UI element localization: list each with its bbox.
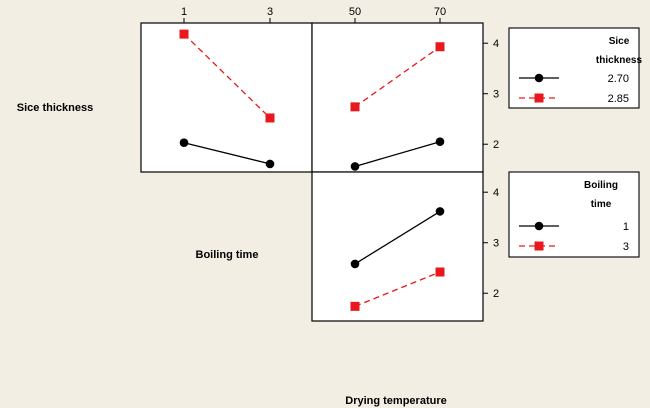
legend-marker-circle [534, 73, 544, 83]
row-label-boiling-time: Boiling time [196, 249, 259, 261]
data-point-2.70-1 [179, 138, 189, 148]
right-y-ticks-layer: 4 3 2 4 3 2 [483, 38, 499, 300]
panel-frame [311, 171, 484, 322]
data-point-2.85-70 [435, 42, 445, 52]
legend-title: Sice [609, 36, 630, 47]
right-tick-label: 2 [493, 288, 499, 300]
data-point-2.85-3 [265, 113, 275, 123]
series-line-2.85 [354, 46, 441, 108]
row-label-sice-thickness: Sice thickness [17, 102, 93, 114]
panel-3 [311, 171, 484, 322]
top-tick-label: 70 [434, 6, 446, 18]
panel-frame [311, 22, 484, 173]
legend-entry-label: 1 [623, 221, 629, 233]
legend-frame [508, 27, 640, 109]
data-point-2.85-50 [350, 102, 360, 112]
legend-frame [508, 171, 640, 258]
legend-entry-label: 2.85 [608, 93, 629, 105]
panel-2 [311, 22, 484, 173]
panels-layer [140, 22, 484, 322]
top-tick-label: 50 [349, 6, 361, 18]
legend-title: thickness [596, 55, 643, 66]
right-tick-label: 4 [493, 187, 499, 199]
data-point-2.70-3 [265, 159, 275, 169]
right-tick-label: 3 [493, 89, 499, 101]
legend-entry-label: 2.70 [608, 73, 629, 85]
top-tick-label: 1 [181, 6, 187, 18]
panel-1 [140, 22, 313, 173]
legend-1: Sice thickness 2.70 2.85 [508, 27, 643, 109]
data-point-2.70-70 [435, 137, 445, 146]
series-line-1 [354, 210, 441, 265]
data-point-2.85-1 [179, 29, 189, 39]
series-line-2.85 [183, 33, 271, 119]
legends-layer: Sice thickness 2.70 2.85 Boiling time 1 3 [508, 27, 643, 258]
legend-title: time [591, 199, 612, 210]
legend-marker-square [534, 241, 544, 251]
x-axis-label-drying-temperature: Drying temperature [345, 395, 446, 407]
top-tick-label: 3 [267, 6, 273, 18]
data-point-1-70 [435, 207, 445, 216]
data-point-3-70 [435, 267, 445, 277]
series-line-3 [354, 271, 441, 307]
data-point-1-50 [350, 259, 360, 269]
top-x-ticks-layer: 1 3 50 70 [181, 6, 446, 23]
legend-2: Boiling time 1 3 [508, 171, 640, 258]
legend-title: Boiling [584, 180, 618, 191]
right-tick-label: 4 [493, 38, 499, 50]
data-point-3-50 [350, 301, 360, 311]
series-line-2.70 [183, 142, 271, 165]
panel-frame [140, 22, 313, 173]
legend-entry-label: 3 [623, 241, 629, 253]
legend-marker-circle [534, 221, 544, 231]
right-tick-label: 3 [493, 238, 499, 250]
data-point-2.70-50 [350, 162, 360, 171]
legend-marker-square [534, 93, 544, 103]
right-tick-label: 2 [493, 139, 499, 151]
series-line-2.70 [354, 141, 441, 168]
